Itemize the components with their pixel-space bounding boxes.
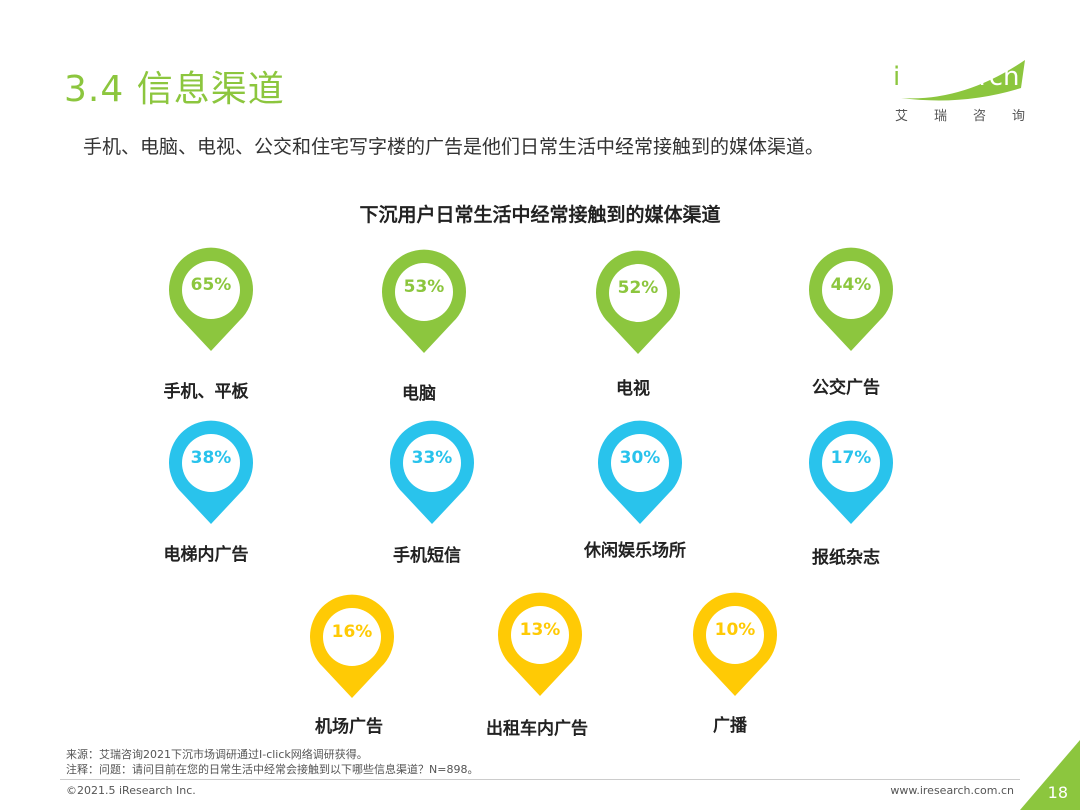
logo-subtitle: 艾 瑞 咨 询: [895, 109, 1025, 124]
channel-label: 休闲娱乐场所: [584, 541, 686, 561]
map-pin-icon: [598, 420, 682, 524]
question-note: 注释：问题：请问目前在您的日常生活中经常会接触到以下哪些信息渠道？N=898。: [66, 763, 479, 776]
map-pin-icon: [390, 420, 474, 524]
channel-percentage: 38%: [190, 448, 232, 468]
channel-pin: 17%: [808, 420, 894, 526]
map-pin-icon: [382, 249, 466, 353]
channel-pin: 52%: [595, 250, 681, 356]
channel-label: 电梯内广告: [163, 545, 249, 565]
channel-pin: 33%: [389, 420, 475, 526]
map-pin-icon: [809, 420, 893, 524]
map-pin-icon: [693, 592, 777, 696]
logo-wordmark: iResearch: [893, 62, 1020, 92]
corner-triangle-icon: [1020, 740, 1080, 810]
channel-label: 手机、平板: [163, 382, 249, 402]
footnotes: 来源：艾瑞咨询2021下沉市场调研通过I-click网络调研获得。 注释：问题：…: [66, 747, 478, 777]
channel-pin: 38%: [168, 420, 254, 526]
iresearch-logo: iResearch 艾 瑞 咨 询: [893, 58, 1033, 128]
channel-pin: 44%: [808, 247, 894, 353]
channel-percentage: 30%: [619, 448, 661, 468]
map-pin-icon: [809, 247, 893, 351]
copyright: ©2021.5 iResearch Inc.: [66, 784, 196, 797]
channel-percentage: 17%: [830, 448, 872, 468]
footer-divider: [60, 779, 1020, 780]
channel-label: 机场广告: [315, 717, 383, 737]
channel-label: 手机短信: [393, 546, 461, 566]
channel-percentage: 52%: [617, 278, 659, 298]
channel-percentage: 13%: [519, 620, 561, 640]
channel-percentage: 16%: [331, 622, 373, 642]
website-link: www.iresearch.com.cn: [890, 784, 1014, 797]
channel-pin: 16%: [309, 594, 395, 700]
logo-swoosh-icon: [901, 60, 1025, 101]
chart-title: 下沉用户日常生活中经常接触到的媒体渠道: [359, 204, 721, 226]
page-number: 18: [1047, 783, 1068, 802]
source-note: 来源：艾瑞咨询2021下沉市场调研通过I-click网络调研获得。: [66, 748, 368, 761]
page-subtitle: 手机、电脑、电视、公交和住宅写字楼的广告是他们日常生活中经常接触到的媒体渠道。: [83, 136, 825, 158]
channel-percentage: 65%: [190, 275, 232, 295]
page-title: 3.4 信息渠道: [64, 69, 285, 110]
channel-percentage: 53%: [403, 277, 445, 297]
channel-percentage: 33%: [411, 448, 453, 468]
channel-pin: 13%: [497, 592, 583, 698]
map-pin-icon: [169, 420, 253, 524]
map-pin-icon: [596, 250, 680, 354]
channel-pin: 53%: [381, 249, 467, 355]
channel-label: 出租车内广告: [486, 719, 588, 739]
map-pin-icon: [498, 592, 582, 696]
channel-label: 电脑: [402, 384, 436, 404]
channel-percentage: 10%: [714, 620, 756, 640]
channel-label: 报纸杂志: [812, 548, 880, 568]
channel-pin: 30%: [597, 420, 683, 526]
map-pin-icon: [169, 247, 253, 351]
channel-label: 电视: [616, 379, 650, 399]
channel-pin: 65%: [168, 247, 254, 353]
map-pin-icon: [310, 594, 394, 698]
channel-percentage: 44%: [830, 275, 872, 295]
channel-label: 公交广告: [812, 378, 880, 398]
channel-label: 广播: [713, 716, 747, 736]
channel-pin: 10%: [692, 592, 778, 698]
